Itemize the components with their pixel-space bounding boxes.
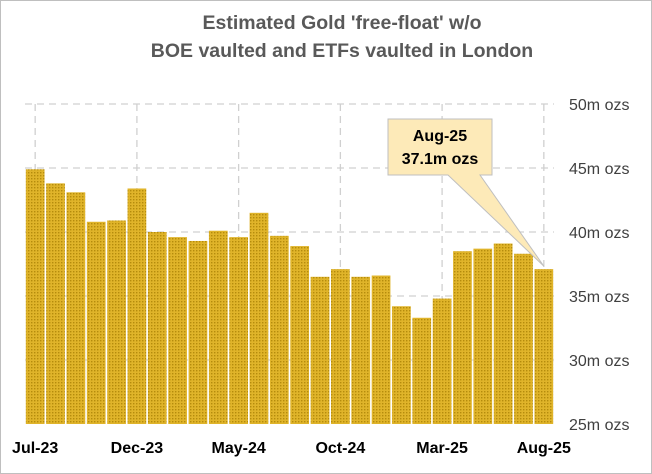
x-tick-label: May-24 bbox=[212, 440, 266, 457]
bar bbox=[290, 246, 310, 424]
callout-label-value: 37.1m ozs bbox=[402, 151, 479, 168]
y-tick-label: 25m ozs bbox=[569, 417, 629, 434]
y-tick-label: 45m ozs bbox=[569, 161, 629, 178]
bar bbox=[249, 212, 269, 424]
y-tick-label: 35m ozs bbox=[569, 289, 629, 306]
bar bbox=[25, 169, 45, 424]
x-tick-label: Oct-24 bbox=[315, 440, 365, 457]
x-tick-label: Jul-23 bbox=[12, 440, 58, 457]
y-tick-label: 30m ozs bbox=[569, 353, 629, 370]
x-axis-ticks: Jul-23 Dec-23 May-24 Oct-24 Mar-25 Aug-25 bbox=[12, 440, 571, 457]
bar bbox=[351, 276, 371, 424]
bar bbox=[310, 276, 330, 424]
bar bbox=[371, 275, 391, 424]
bar bbox=[453, 251, 472, 424]
y-axis-ticks: 25m ozs 30m ozs 35m ozs 40m ozs 45m ozs 50m o… bbox=[569, 97, 629, 434]
bar bbox=[514, 253, 533, 424]
chart-title-line-2: BOE vaulted and ETFs vaulted in London bbox=[150, 40, 534, 62]
chart-title-line-1: Estimated Gold 'free-float' w/o bbox=[202, 12, 482, 34]
bar bbox=[107, 220, 126, 424]
bar bbox=[229, 237, 248, 424]
bar bbox=[168, 237, 187, 424]
bar bbox=[331, 269, 350, 424]
x-tick-label: Mar-25 bbox=[416, 440, 468, 457]
bar bbox=[127, 188, 147, 424]
bar bbox=[86, 221, 106, 424]
callout-box bbox=[387, 118, 545, 267]
bar bbox=[46, 183, 65, 424]
y-tick-label: 40m ozs bbox=[569, 225, 629, 242]
bar bbox=[147, 232, 167, 424]
callout: Aug-25 37.1m ozs bbox=[387, 118, 545, 267]
y-tick-label: 50m ozs bbox=[569, 97, 629, 114]
bar bbox=[208, 230, 228, 424]
bar bbox=[392, 306, 411, 424]
bar bbox=[473, 248, 493, 424]
bar bbox=[188, 240, 208, 424]
bars bbox=[25, 169, 554, 424]
chart-title: Estimated Gold 'free-float' w/o BOE vaul… bbox=[1, 9, 652, 65]
bar bbox=[432, 298, 452, 424]
x-tick-label: Dec-23 bbox=[111, 440, 164, 457]
bar bbox=[493, 243, 513, 424]
x-tick-label: Aug-25 bbox=[517, 440, 571, 457]
bar bbox=[66, 192, 86, 424]
bar bbox=[412, 317, 432, 424]
bar bbox=[534, 269, 554, 424]
bar bbox=[269, 235, 289, 424]
callout-label-month: Aug-25 bbox=[413, 128, 467, 145]
